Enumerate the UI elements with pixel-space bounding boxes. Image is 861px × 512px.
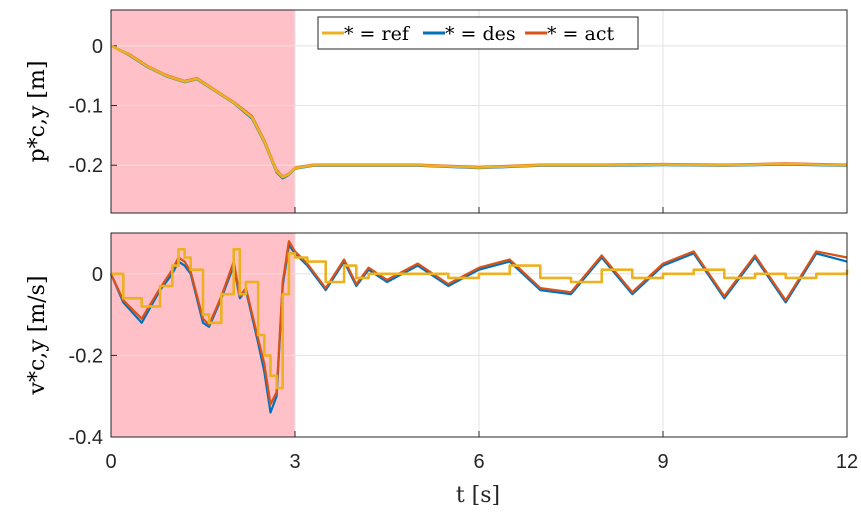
legend-box [317, 16, 639, 50]
y-axis-label: p*c,y [m] [25, 61, 50, 163]
legend: * = ref * = des * = act [317, 16, 639, 50]
series-line-ref [111, 248, 849, 390]
y-tick-label: -0.2 [69, 345, 103, 367]
series-line-ref [110, 44, 848, 179]
series-line-des [109, 244, 848, 414]
series-group [110, 44, 848, 180]
x-tick-labels: 0 3 6 9 12 [105, 451, 858, 473]
y-tick-label: -0.4 [69, 427, 103, 449]
series-group [109, 240, 849, 414]
axes-frame [110, 9, 848, 214]
x-tick-label: 6 [473, 451, 484, 473]
x-tick-label: 0 [105, 451, 116, 473]
y-axis-label: v*c,y [m/s] [25, 276, 50, 396]
axes-frame [110, 232, 848, 438]
y-tick-label: 0 [92, 264, 103, 286]
y-tick-labels: 0 -0.2 -0.4 [69, 264, 103, 449]
x-tick-label: 3 [289, 451, 300, 473]
legend-entry: * = act [547, 23, 614, 45]
bottom-panel-velocity: 0 -0.2 -0.4 v*c,y [m/s] [25, 232, 849, 449]
x-tick-label: 9 [657, 451, 668, 473]
shaded-region [111, 233, 295, 437]
y-tick-label: -0.2 [69, 155, 103, 177]
legend-entry: * = ref [344, 23, 411, 45]
shaded-region [111, 10, 295, 213]
y-tick-label: -0.1 [69, 96, 103, 118]
x-tick-label: 12 [836, 451, 858, 473]
legend-entry: * = des [445, 23, 516, 45]
x-axis-label: t [s] [456, 483, 500, 508]
y-tick-labels: 0 -0.1 -0.2 [69, 36, 103, 177]
y-tick-label: 0 [92, 36, 103, 58]
